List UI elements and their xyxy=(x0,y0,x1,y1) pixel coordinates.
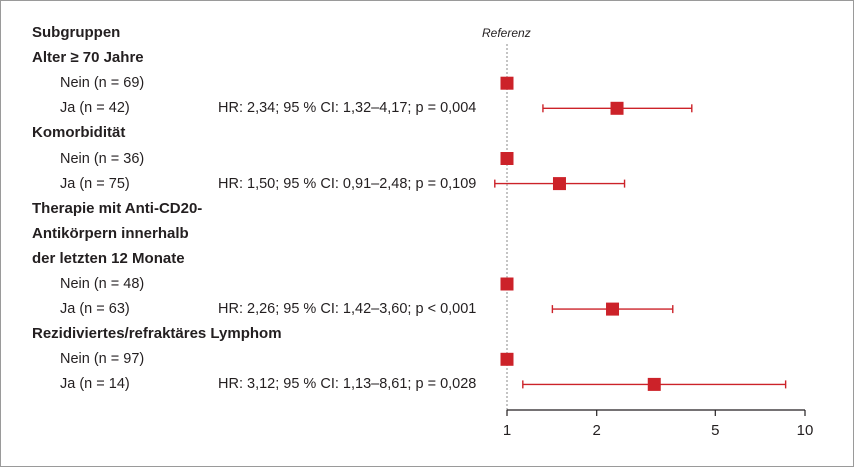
hr-statistic: HR: 1,50; 95 % CI: 0,91–2,48; p = 0,109 xyxy=(218,175,477,192)
x-tick-label: 2 xyxy=(593,422,601,439)
reference-marker xyxy=(500,352,514,366)
reference-label: Referenz xyxy=(482,26,531,40)
subgroup-header: Subgruppen xyxy=(32,24,121,41)
hazard-ratio-marker xyxy=(647,377,661,391)
hr-statistic: HR: 2,26; 95 % CI: 1,42–3,60; p < 0,001 xyxy=(218,301,477,318)
subgroup-header: der letzten 12 Monate xyxy=(32,249,185,267)
row-label: Nein (n = 69) xyxy=(60,75,145,92)
subgroup-header: Rezidiviertes/refraktäres Lymphom xyxy=(32,325,282,343)
hr-statistic: HR: 2,34; 95 % CI: 1,32–4,17; p = 0,004 xyxy=(218,100,477,117)
row-label: Nein (n = 97) xyxy=(60,351,145,368)
row-label: Nein (n = 48) xyxy=(60,276,145,292)
reference-marker xyxy=(500,76,514,90)
x-tick-label: 1 xyxy=(503,422,511,439)
subgroup-header: Alter ≥ 70 Jahre xyxy=(32,49,144,67)
hr-statistic: HR: 3,12; 95 % CI: 1,13–8,61; p = 0,028 xyxy=(218,376,477,393)
subgroup-header: Antikörpern innerhalb xyxy=(32,224,189,242)
row-label: Ja (n = 42) xyxy=(60,100,130,117)
reference-marker xyxy=(500,277,514,291)
row-label: Ja (n = 63) xyxy=(60,301,130,318)
hazard-ratio-marker xyxy=(606,302,620,316)
reference-marker xyxy=(500,152,514,165)
subgroup-header: Komorbidität xyxy=(32,124,126,142)
row-label: Nein (n = 36) xyxy=(60,150,145,167)
x-tick-label: 10 xyxy=(797,422,814,439)
row-label: Ja (n = 14) xyxy=(60,376,130,393)
subgroup-header: Therapie mit Anti-CD20- xyxy=(32,199,203,217)
hazard-ratio-marker xyxy=(552,177,566,191)
row-label: Ja (n = 75) xyxy=(60,175,130,192)
hazard-ratio-marker xyxy=(610,101,624,115)
x-tick-label: 5 xyxy=(711,422,719,439)
